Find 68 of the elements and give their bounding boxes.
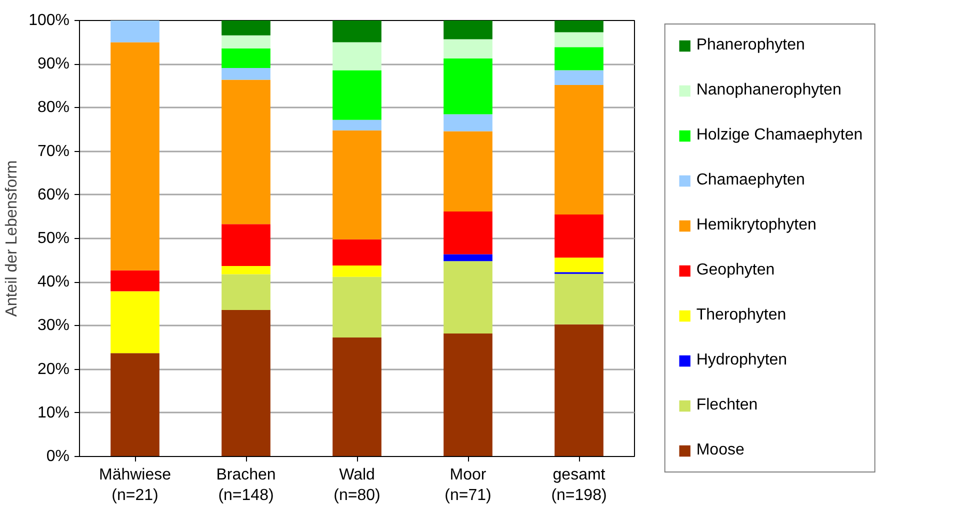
bar bbox=[444, 39, 492, 58]
bar bbox=[222, 68, 270, 80]
bar bbox=[332, 276, 382, 338]
bar bbox=[332, 239, 382, 266]
legend-label: Moose bbox=[696, 442, 744, 460]
legend-label: Phanerophyten bbox=[696, 36, 805, 54]
y-tick-label: 0% bbox=[46, 448, 70, 465]
y-tick-label: 90% bbox=[37, 56, 70, 73]
bar bbox=[554, 258, 604, 272]
bar bbox=[222, 80, 270, 224]
legend-label: Flechten bbox=[696, 396, 758, 414]
bar bbox=[444, 58, 492, 114]
bar bbox=[554, 85, 604, 215]
x-tick-label: gesamt (n=198) bbox=[551, 466, 607, 504]
y-tick-label: 30% bbox=[37, 317, 70, 334]
legend-label: Hemikrytophyten bbox=[696, 216, 816, 234]
bar bbox=[444, 261, 492, 334]
bar bbox=[332, 266, 382, 277]
y-tick-label: 10% bbox=[37, 404, 70, 422]
legend-label: Therophyten bbox=[696, 306, 786, 324]
bar bbox=[332, 130, 382, 240]
legend-label: Hydrophyten bbox=[696, 352, 788, 370]
y-tick-label: 100% bbox=[28, 12, 70, 29]
y-axis-title: Anteil der Lebensform bbox=[4, 160, 21, 317]
bar bbox=[444, 254, 492, 262]
bar bbox=[222, 224, 270, 266]
bar bbox=[222, 266, 270, 274]
legend-label: Chamaephyten bbox=[696, 172, 805, 190]
bar bbox=[444, 20, 492, 40]
bar bbox=[554, 47, 604, 70]
bar bbox=[110, 353, 160, 456]
y-tick-label: 80% bbox=[37, 99, 70, 116]
bar bbox=[222, 35, 270, 48]
y-tick-label: 60% bbox=[37, 186, 70, 204]
legend-label: Nanophanerophyten bbox=[696, 82, 842, 100]
bar bbox=[110, 42, 160, 270]
legend-label: Holzige Chamaephyten bbox=[696, 126, 863, 144]
bar bbox=[554, 274, 604, 324]
x-tick-label: Brachen (n=148) bbox=[216, 466, 276, 504]
y-tick-label: 50% bbox=[37, 230, 70, 247]
bar bbox=[110, 291, 160, 354]
bar bbox=[554, 214, 604, 258]
x-tick-label: Mähwiese (n=21) bbox=[98, 466, 172, 504]
y-tick-label: 20% bbox=[37, 360, 70, 378]
bar bbox=[332, 42, 382, 70]
bar bbox=[222, 274, 270, 310]
bar bbox=[554, 70, 604, 86]
bar bbox=[332, 337, 382, 456]
bar bbox=[554, 20, 604, 32]
bar bbox=[444, 131, 492, 212]
bar bbox=[110, 20, 160, 42]
bar bbox=[332, 120, 382, 130]
bar bbox=[332, 20, 382, 42]
y-tick-label: 40% bbox=[37, 274, 70, 291]
bar bbox=[222, 310, 270, 456]
bar bbox=[332, 70, 382, 120]
bar bbox=[222, 48, 270, 68]
bar bbox=[110, 270, 160, 292]
x-tick-label: Moor (n=71) bbox=[444, 466, 492, 504]
bar bbox=[444, 334, 492, 456]
bar bbox=[222, 20, 270, 36]
bar bbox=[554, 32, 604, 48]
y-tick-label: 70% bbox=[37, 142, 70, 160]
x-tick-label: Wald (n=80) bbox=[334, 466, 380, 504]
bar bbox=[444, 114, 492, 132]
bar bbox=[554, 324, 604, 456]
bar bbox=[444, 211, 492, 254]
legend-label: Geophyten bbox=[696, 262, 775, 280]
